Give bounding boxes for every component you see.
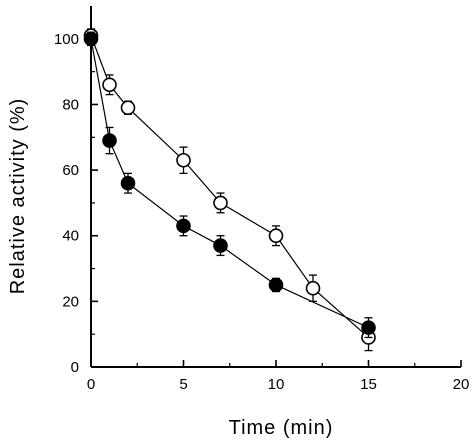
x-tick-label: 0: [87, 376, 95, 393]
data-point: [213, 238, 228, 253]
data-point: [120, 100, 136, 116]
data-point: [268, 228, 284, 244]
y-tick-label: 100: [54, 31, 79, 48]
x-tick-label: 10: [268, 376, 285, 393]
data-point: [213, 195, 228, 211]
y-tick-label: 0: [71, 359, 79, 376]
axes: [90, 6, 461, 368]
data-point: [305, 280, 321, 296]
ticks: [90, 38, 462, 368]
data-point: [176, 218, 191, 234]
data-point: [102, 77, 117, 93]
y-axis-label: Relative activity (%): [7, 98, 29, 295]
y-tick-label: 40: [62, 228, 79, 245]
x-axis-label: Time (min): [229, 417, 334, 439]
series-2: [83, 31, 376, 339]
x-tick-label: 15: [360, 376, 377, 393]
series: [83, 28, 376, 352]
data-point: [83, 31, 99, 47]
y-tick-label: 60: [62, 162, 79, 179]
data-point: [268, 277, 284, 293]
y-tick-label: 80: [62, 96, 79, 113]
data-point: [120, 175, 136, 191]
x-tick-label: 5: [179, 376, 187, 393]
data-point: [176, 152, 191, 168]
data-point: [361, 320, 376, 335]
data-point: [102, 133, 117, 148]
x-tick-label: 20: [453, 376, 470, 393]
tick-labels: 0 5 10 15 20 0 20 40 60 80 100: [54, 31, 469, 393]
y-tick-label: 20: [62, 293, 79, 310]
